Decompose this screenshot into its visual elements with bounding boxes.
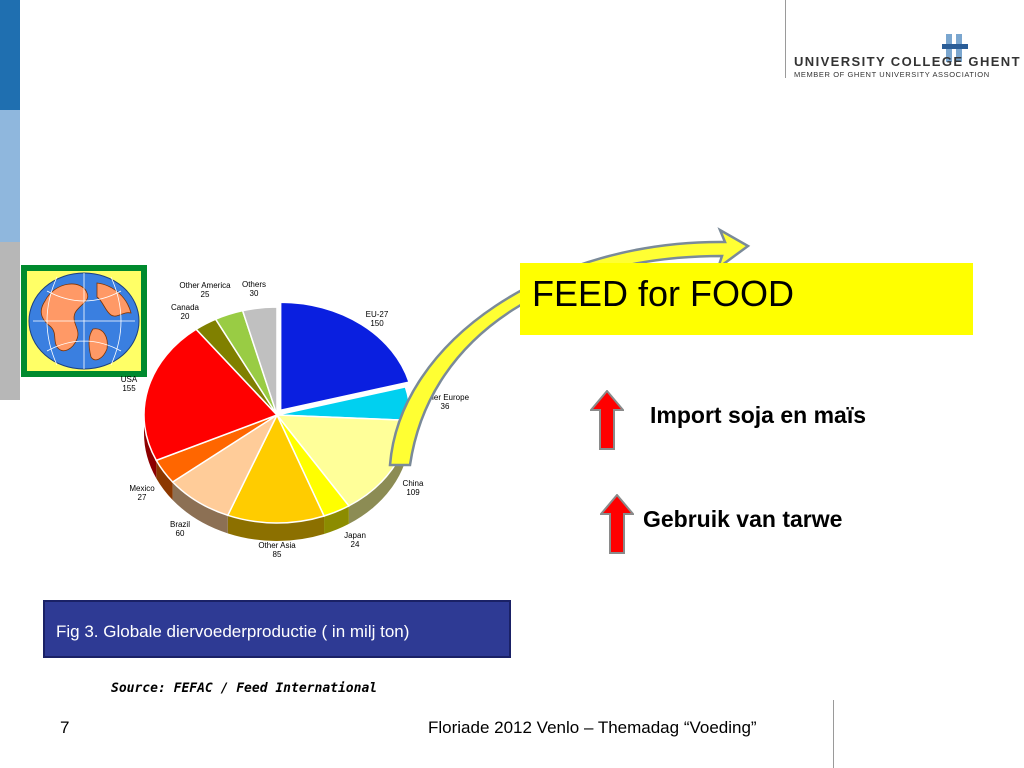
- slice-label-value: 25: [201, 290, 210, 299]
- logo-subtitle: MEMBER OF GHENT UNIVERSITY ASSOCIATION: [794, 70, 990, 79]
- slice-label-value: 60: [176, 529, 185, 538]
- slice-label-value: 109: [406, 488, 420, 497]
- headline-box: FEED for FOOD: [520, 263, 973, 335]
- slice-label-name: Other Asia: [258, 541, 296, 550]
- slice-label-name: Canada: [171, 303, 200, 312]
- side-accent-bar-bottom: [0, 242, 20, 400]
- curved-arrow: [388, 227, 751, 467]
- slice-label-name: Japan: [344, 531, 366, 540]
- pie-slice-side-mexico: [156, 460, 173, 500]
- globe-icon: [28, 272, 140, 370]
- slice-label-name: Brazil: [170, 520, 190, 529]
- slice-label-name: Mexico: [129, 484, 155, 493]
- slice-label-name: Other Europe: [421, 393, 470, 402]
- globe-frame: [21, 265, 147, 377]
- bullet-import: Import soja en maïs: [650, 402, 867, 428]
- pie-slice-other-asia: [226, 413, 326, 524]
- slice-label-name: Other America: [179, 281, 231, 290]
- slice-label-value: 150: [370, 319, 384, 328]
- slice-label-value: 155: [122, 384, 136, 393]
- footer-divider: [833, 700, 834, 768]
- figure-caption-box: Fig 3. Globale diervoederproductie ( in …: [43, 600, 511, 658]
- pie-slice-eu-27: [279, 301, 411, 412]
- logo-mark-icon: [942, 34, 968, 62]
- slice-label-value: 20: [181, 312, 190, 321]
- slice-label-name: EU-27: [366, 310, 389, 319]
- slice-label-name: China: [403, 479, 424, 488]
- up-arrow-icon: [590, 390, 624, 450]
- figure-caption: Fig 3. Globale diervoederproductie ( in …: [56, 622, 410, 641]
- pie-slice-others: [241, 306, 278, 416]
- page-number: 7: [60, 718, 70, 737]
- slice-label-value: 85: [273, 550, 282, 559]
- slice-label-value: 27: [138, 493, 147, 502]
- up-arrow-icon: [600, 494, 634, 554]
- logo-name: UNIVERSITY COLLEGE GHENT: [794, 54, 1021, 69]
- side-accent-bar-middle: [0, 110, 20, 242]
- bullet-wheat: Gebruik van tarwe: [643, 506, 843, 532]
- side-accent-bar-top: [0, 0, 20, 110]
- pie-slice-usa: [143, 328, 279, 462]
- slice-label-name: Others: [242, 280, 266, 289]
- source-note: Source: FEFAC / Feed International: [111, 681, 378, 696]
- footer-text: Floriade 2012 Venlo – Themadag “Voeding”: [428, 718, 757, 737]
- pie-slice-side-usa: [144, 415, 157, 479]
- pie-slice-side-china: [348, 420, 410, 524]
- slice-label-value: 30: [250, 289, 259, 298]
- university-logo: UNIVERSITY COLLEGE GHENT MEMBER OF GHENT…: [794, 34, 1020, 84]
- slice-label-name: USA: [121, 375, 138, 384]
- pie-slice-side-japan: [324, 505, 349, 535]
- slice-label-value: 36: [441, 402, 450, 411]
- headline: FEED for FOOD: [532, 273, 795, 314]
- logo-divider: [785, 0, 786, 78]
- slice-label-value: 24: [351, 540, 360, 549]
